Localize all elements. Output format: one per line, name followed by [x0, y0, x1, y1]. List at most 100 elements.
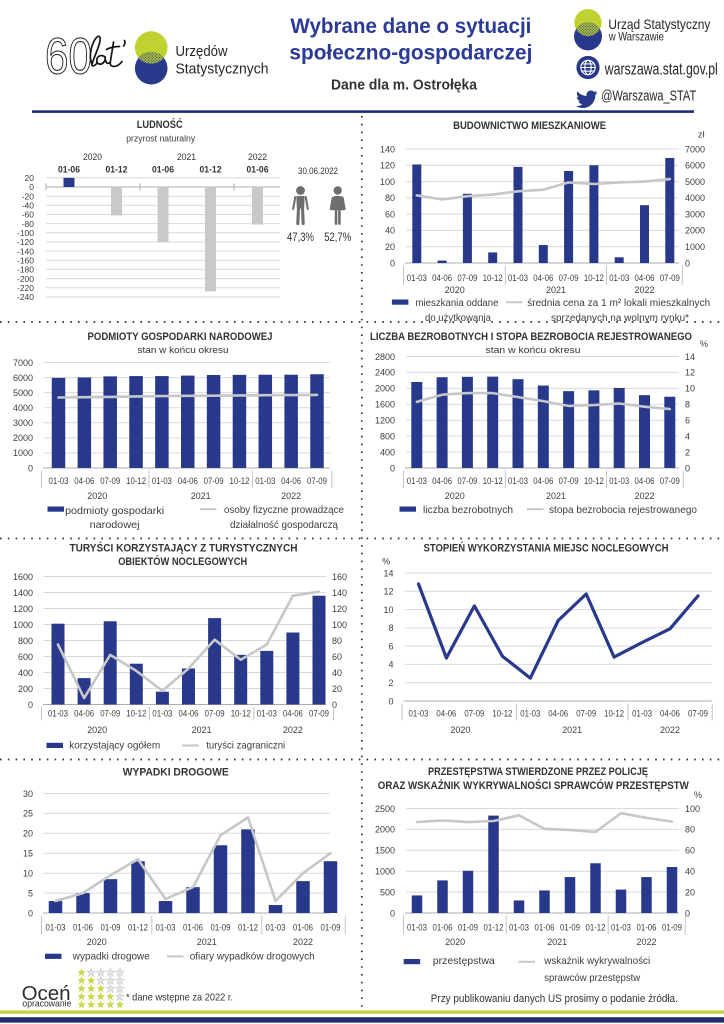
svg-text:100: 100 — [380, 177, 395, 187]
svg-text:1200: 1200 — [13, 604, 33, 614]
svg-text:0: 0 — [29, 182, 34, 192]
svg-text:01-03: 01-03 — [46, 923, 66, 933]
svg-text:01-12: 01-12 — [238, 923, 258, 933]
svg-text:01-06: 01-06 — [152, 165, 174, 175]
svg-text:01-03: 01-03 — [266, 923, 286, 933]
svg-text:STOPIEŃ WYKORZYSTANIA MIEJSC N: STOPIEŃ WYKORZYSTANIA MIEJSC NOCLEGOWYCH — [424, 541, 669, 554]
svg-text:120: 120 — [380, 161, 395, 171]
svg-text:2021: 2021 — [197, 937, 217, 948]
svg-text:6000: 6000 — [13, 373, 33, 383]
svg-text:-180: -180 — [17, 265, 34, 275]
svg-text:-100: -100 — [17, 228, 34, 238]
svg-text:2000: 2000 — [375, 384, 395, 394]
svg-text:Dane dla m. Ostrołęka: Dane dla m. Ostrołęka — [331, 78, 478, 94]
svg-text:1400: 1400 — [13, 588, 33, 598]
svg-text:stan w końcu okresu: stan w końcu okresu — [138, 345, 229, 356]
svg-text:0: 0 — [390, 258, 395, 268]
svg-text:20: 20 — [25, 173, 35, 183]
svg-text:52,7%: 52,7% — [324, 232, 351, 244]
svg-text:2400: 2400 — [375, 368, 395, 378]
svg-text:01-03: 01-03 — [509, 923, 529, 933]
svg-text:15: 15 — [23, 849, 33, 859]
svg-text:25: 25 — [23, 809, 33, 819]
svg-text:wypadki drogowe: wypadki drogowe — [72, 951, 150, 963]
svg-text:04-06: 04-06 — [179, 709, 199, 719]
svg-text:12: 12 — [383, 587, 393, 597]
svg-text:01-03: 01-03 — [257, 709, 277, 719]
svg-text:podmioty gospodarki: podmioty gospodarki — [65, 505, 164, 517]
svg-text:1600: 1600 — [375, 400, 395, 410]
svg-text:Urząd Statystyczny: Urząd Statystyczny — [608, 16, 710, 32]
svg-text:2: 2 — [685, 447, 690, 457]
svg-text:01-12: 01-12 — [484, 923, 504, 933]
svg-text:10-12: 10-12 — [483, 273, 503, 283]
svg-text:01-06: 01-06 — [183, 923, 203, 933]
svg-text:01-03: 01-03 — [255, 476, 275, 486]
svg-text:07-09: 07-09 — [307, 476, 327, 486]
svg-text:07-09: 07-09 — [205, 709, 225, 719]
svg-text:80: 80 — [332, 636, 342, 646]
svg-text:3000: 3000 — [13, 418, 33, 428]
svg-text:2020: 2020 — [83, 152, 102, 162]
svg-text:04-06: 04-06 — [533, 476, 553, 486]
svg-text:przyrost naturalny: przyrost naturalny — [126, 134, 195, 145]
svg-text:* dane wstępne za 2022 r.: * dane wstępne za 2022 r. — [126, 992, 233, 1004]
svg-text:2: 2 — [388, 678, 393, 688]
svg-text:0: 0 — [28, 700, 33, 710]
svg-text:0: 0 — [28, 463, 33, 473]
svg-text:01-03: 01-03 — [508, 476, 528, 486]
svg-text:sprawców przestępstw: sprawców przestępstw — [544, 972, 640, 984]
svg-text:2020: 2020 — [445, 491, 465, 502]
svg-text:800: 800 — [18, 636, 33, 646]
svg-text:40: 40 — [332, 668, 342, 678]
svg-text:7000: 7000 — [685, 144, 705, 154]
svg-text:120: 120 — [332, 604, 347, 614]
svg-text:04-06: 04-06 — [635, 273, 655, 283]
svg-text:korzystający ogółem: korzystający ogółem — [69, 740, 160, 752]
svg-text:2022: 2022 — [635, 285, 655, 296]
svg-text:2000: 2000 — [685, 226, 705, 236]
svg-text:%: % — [700, 339, 708, 349]
svg-text:średnia cena za 1 m² lokali mi: średnia cena za 1 m² lokali mieszkalnych — [527, 297, 710, 309]
svg-text:01-03: 01-03 — [48, 709, 68, 719]
svg-text:2021: 2021 — [177, 152, 196, 162]
svg-text:2021: 2021 — [192, 725, 212, 736]
svg-text:TURYŚCI KORZYSTAJĄCY Z TURYSTY: TURYŚCI KORZYSTAJĄCY Z TURYSTYCZNYCH — [70, 541, 298, 554]
svg-text:6: 6 — [685, 416, 690, 426]
svg-text:20: 20 — [685, 887, 695, 897]
svg-text:2021: 2021 — [547, 937, 567, 948]
svg-text:2022: 2022 — [248, 152, 267, 162]
svg-text:14: 14 — [383, 568, 393, 578]
svg-text:10-12: 10-12 — [126, 476, 146, 486]
svg-text:LUDNOŚĆ: LUDNOŚĆ — [137, 118, 183, 131]
svg-text:01-03: 01-03 — [49, 476, 69, 486]
svg-text:01-03: 01-03 — [407, 476, 427, 486]
svg-text:BUDOWNICTWO MIESZKANIOWE: BUDOWNICTWO MIESZKANIOWE — [453, 120, 606, 132]
svg-text:10-12: 10-12 — [483, 476, 503, 486]
svg-text:60: 60 — [332, 652, 342, 662]
svg-text:0: 0 — [388, 696, 393, 706]
svg-text:2022: 2022 — [637, 937, 657, 948]
svg-text:04-06: 04-06 — [74, 709, 94, 719]
svg-text:ofiary wypadków drogowych: ofiary wypadków drogowych — [190, 951, 315, 963]
svg-text:01-03: 01-03 — [152, 476, 172, 486]
svg-text:400: 400 — [380, 447, 395, 457]
svg-text:LICZBA BEZROBOTNYCH I STOPA BE: LICZBA BEZROBOTNYCH I STOPA BEZROBOCIA R… — [370, 331, 692, 343]
svg-text:Wybrane dane o sytuacji: Wybrane dane o sytuacji — [290, 14, 531, 38]
svg-text:0: 0 — [390, 463, 395, 473]
svg-text:07-09: 07-09 — [688, 709, 708, 719]
svg-text:stopa bezrobocia rejestrowaneg: stopa bezrobocia rejestrowanego — [549, 504, 697, 516]
svg-text:2020: 2020 — [87, 725, 107, 736]
svg-text:07-09: 07-09 — [660, 476, 680, 486]
svg-text:2022: 2022 — [635, 491, 655, 502]
svg-text:04-06: 04-06 — [635, 476, 655, 486]
svg-text:10-12: 10-12 — [604, 709, 624, 719]
svg-text:01-12: 01-12 — [586, 923, 606, 933]
svg-text:400: 400 — [18, 668, 33, 678]
svg-text:%: % — [382, 556, 390, 566]
svg-text:07-09: 07-09 — [457, 273, 477, 283]
svg-text:04-06: 04-06 — [432, 273, 452, 283]
svg-text:140: 140 — [332, 588, 347, 598]
svg-text:30: 30 — [23, 789, 33, 799]
svg-text:6000: 6000 — [685, 161, 705, 171]
